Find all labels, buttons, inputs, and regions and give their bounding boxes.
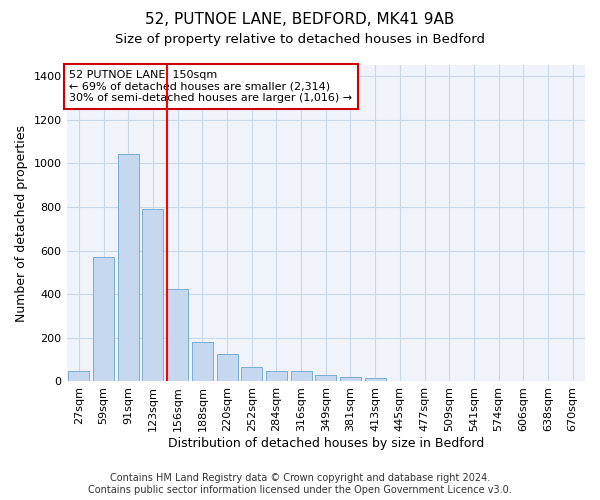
Text: Contains HM Land Registry data © Crown copyright and database right 2024.
Contai: Contains HM Land Registry data © Crown c… [88,474,512,495]
Bar [192,342,213,382]
Bar [315,376,336,382]
Bar [93,257,114,382]
Bar [68,371,89,382]
Bar [167,288,188,382]
X-axis label: Distribution of detached houses by size in Bedford: Distribution of detached houses by size … [167,437,484,450]
Bar [118,154,139,382]
Bar [217,354,238,382]
Bar [241,368,262,382]
Bar [266,370,287,382]
Text: 52 PUTNOE LANE: 150sqm
← 69% of detached houses are smaller (2,314)
30% of semi-: 52 PUTNOE LANE: 150sqm ← 69% of detached… [69,70,352,103]
Bar [340,376,361,382]
Bar [142,209,163,382]
Y-axis label: Number of detached properties: Number of detached properties [15,124,28,322]
Text: 52, PUTNOE LANE, BEDFORD, MK41 9AB: 52, PUTNOE LANE, BEDFORD, MK41 9AB [145,12,455,28]
Bar [365,378,386,382]
Bar [290,370,311,382]
Text: Size of property relative to detached houses in Bedford: Size of property relative to detached ho… [115,32,485,46]
